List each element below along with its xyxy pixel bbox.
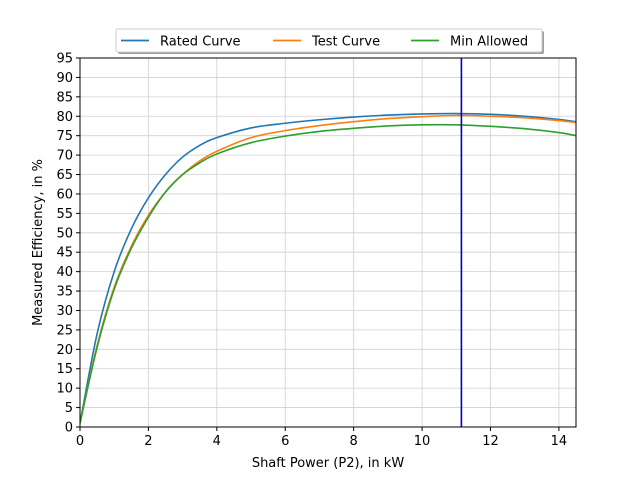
y-tick-label: 45 [56,246,73,261]
series-line-min-allowed [80,123,576,424]
series-line-test-curve [80,114,576,424]
y-tick-label: 65 [56,168,73,183]
grid [79,57,576,428]
y-tick-label: 50 [56,226,73,241]
y-tick-label: 35 [56,285,73,300]
x-tick-label: 12 [482,434,499,449]
y-tick-label: 0 [65,421,73,436]
y-tick-label: 60 [56,187,73,202]
x-tick-label: 10 [414,434,431,449]
y-tick-label: 70 [56,149,73,164]
y-tick-label: 25 [56,323,73,338]
x-tick-label: 8 [350,434,358,449]
y-tick-label: 30 [56,304,73,319]
x-tick-label: 4 [213,434,221,449]
series-layer [80,58,576,427]
y-tick-label: 55 [56,207,73,222]
legend-label-test-curve: Test Curve [311,35,380,50]
legend-label-min-allowed: Min Allowed [450,35,528,50]
series-line-rated-curve [80,112,576,424]
x-axis-label: Shaft Power (P2), in kW [252,456,405,471]
y-axis-label: Measured Efficiency, in % [31,159,46,326]
y-tick-label: 75 [56,129,73,144]
y-tick-label: 80 [56,110,73,125]
y-tick-label: 95 [56,52,73,67]
plot-frame [79,57,577,428]
y-tick-label: 5 [65,401,73,416]
x-tick-label: 14 [551,434,568,449]
y-tick-label: 20 [56,343,73,358]
legend-box [115,28,543,53]
x-tick-label: 2 [144,434,152,449]
x-tick-label: 6 [281,434,289,449]
y-tick-label: 10 [56,382,73,397]
ticks: 0 2 4 6 8 10 12 14 0 5 10 15 20 25 30 35 40 45 50 55 60 65 70 7… [56,52,567,450]
y-tick-label: 90 [56,71,73,86]
y-tick-label: 85 [56,90,73,105]
x-tick-label: 0 [76,434,84,449]
legend-label-rated-curve: Rated Curve [160,35,241,50]
y-tick-label: 15 [56,362,73,377]
legend: Rated Curve Test Curve Min Allowed [115,28,544,54]
y-tick-label: 40 [56,265,73,280]
